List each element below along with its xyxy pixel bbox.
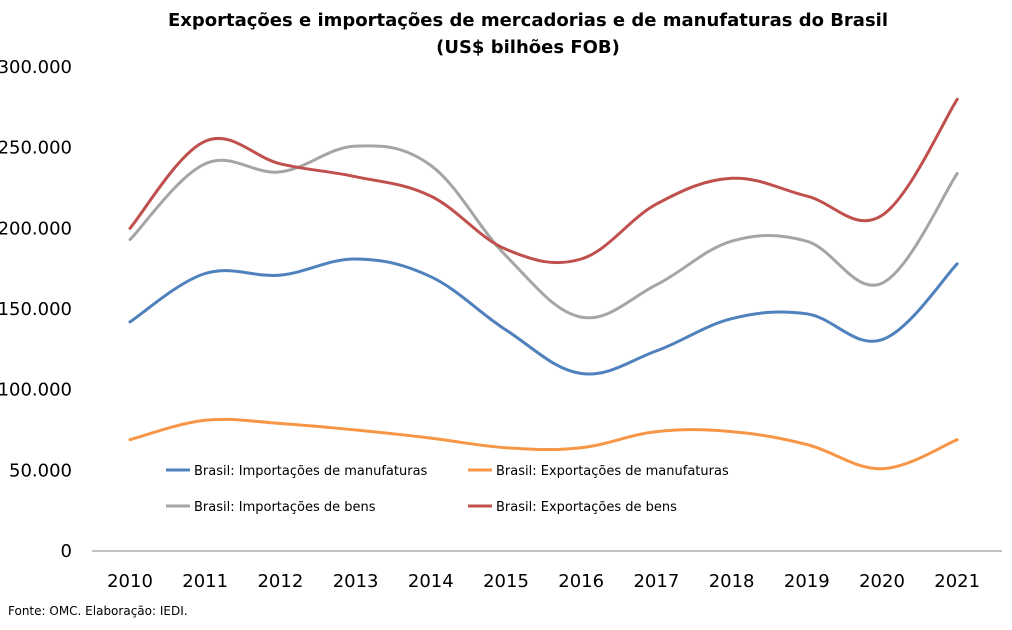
y-tick-label: 100.000 xyxy=(0,380,72,401)
x-tick-label: 2021 xyxy=(934,571,980,592)
legend-label: Brasil: Exportações de bens xyxy=(496,500,677,515)
legend-label: Brasil: Importações de manufaturas xyxy=(194,464,428,479)
x-tick-label: 2015 xyxy=(483,571,529,592)
x-tick-label: 2019 xyxy=(784,571,830,592)
x-tick-label: 2017 xyxy=(633,571,679,592)
chart-title-line-1: Exportações e importações de mercadorias… xyxy=(168,10,888,31)
x-tick-label: 2016 xyxy=(558,571,604,592)
legend-label: Brasil: Exportações de manufaturas xyxy=(496,464,729,479)
x-tick-label: 2013 xyxy=(333,571,379,592)
x-tick-label: 2020 xyxy=(859,571,905,592)
y-tick-label: 200.000 xyxy=(0,218,72,239)
y-tick-label: 300.000 xyxy=(0,57,72,78)
chart-title-line-2: (US$ bilhões FOB) xyxy=(436,37,620,58)
series-line-1 xyxy=(128,257,959,376)
legend-label: Brasil: Importações de bens xyxy=(194,500,376,515)
series-lines xyxy=(128,97,959,471)
source-note: Fonte: OMC. Elaboração: IEDI. xyxy=(8,604,188,618)
x-tick-label: 2018 xyxy=(709,571,755,592)
x-axis: 2010 2011 2012 2013 2014 2015 2016 2017 2018 2019… xyxy=(92,550,1002,592)
series-line-4 xyxy=(128,97,959,265)
y-axis: 0 50.000 100.000 150.000 200.000 250.000 300.0… xyxy=(0,57,72,562)
y-tick-label: 250.000 xyxy=(0,138,72,159)
chart: Exportações e importações de mercadorias… xyxy=(0,10,1002,592)
x-tick-label: 2014 xyxy=(408,571,454,592)
y-tick-label: 0 xyxy=(61,541,72,562)
y-tick-label: 50.000 xyxy=(9,460,72,481)
series-line-3 xyxy=(128,144,959,320)
x-tick-label: 2012 xyxy=(257,571,303,592)
y-tick-label: 150.000 xyxy=(0,299,72,320)
series-line-2 xyxy=(128,417,959,471)
x-tick-label: 2011 xyxy=(182,571,228,592)
legend: Brasil: Importações de manufaturas Brasil… xyxy=(166,464,729,515)
x-tick-label: 2010 xyxy=(107,571,153,592)
